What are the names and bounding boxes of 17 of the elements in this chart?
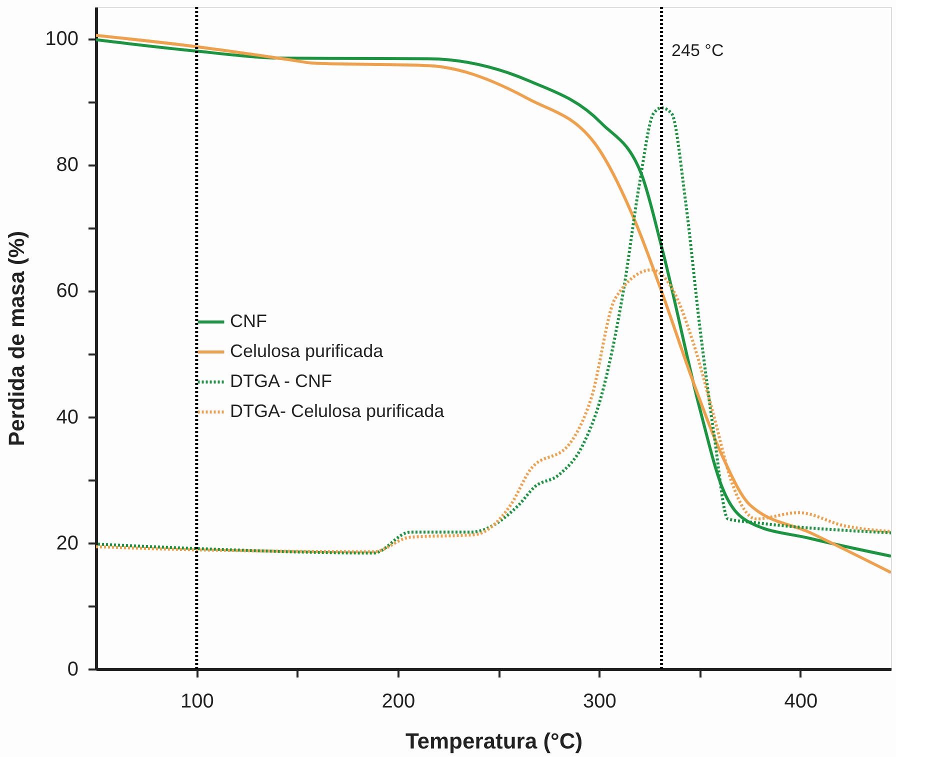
- y-tick-label: 40: [56, 406, 78, 428]
- y-tick-label: 60: [56, 280, 78, 302]
- legend-label: DTGA - CNF: [230, 371, 332, 391]
- y-tick-label: 100: [45, 28, 78, 50]
- x-axis-title: Temperatura (°C): [405, 728, 583, 754]
- ref-line-label: 245 °C: [672, 41, 724, 60]
- y-tick-label: 80: [56, 154, 78, 176]
- x-tick-label: 400: [784, 690, 818, 712]
- legend-label: CNF: [230, 311, 267, 331]
- legend-label: DTGA- Celulosa purificada: [230, 401, 446, 421]
- x-tick-label: 300: [582, 690, 616, 712]
- y-tick-label: 0: [67, 658, 78, 680]
- legend-label: Celulosa purificada: [230, 341, 384, 361]
- y-tick-label: 20: [56, 532, 78, 554]
- x-tick-label: 100: [180, 690, 214, 712]
- x-tick-label: 200: [382, 690, 416, 712]
- y-axis-title: Perdida de masa (%): [4, 230, 30, 446]
